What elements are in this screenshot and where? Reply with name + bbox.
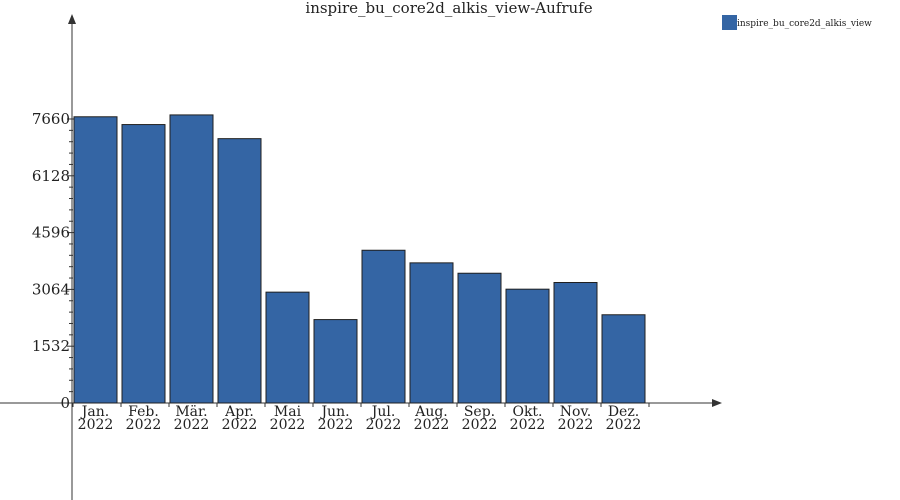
bar (361, 249, 406, 404)
x-tick-label-year: 2022 (606, 417, 642, 433)
chart-title: inspire_bu_core2d_alkis_view-Aufrufe (305, 0, 592, 17)
y-tick-label: 1532 (32, 337, 70, 355)
x-tick-label-year: 2022 (558, 417, 594, 433)
x-tick-label-month: Jul. (370, 404, 396, 420)
x-axis-arrow-icon (712, 399, 722, 407)
bar (313, 319, 358, 404)
bar (601, 314, 646, 404)
x-tick-label-year: 2022 (462, 417, 498, 433)
x-tick-label-month: Aug. (414, 404, 448, 420)
x-tick-label-year: 2022 (222, 417, 258, 433)
bar (73, 116, 118, 404)
x-tick-label-month: Apr. (224, 404, 254, 420)
bar (457, 272, 502, 404)
y-tick-label: 6128 (32, 167, 70, 185)
x-tick-label-year: 2022 (318, 417, 354, 433)
x-tick-label-month: Dez. (608, 404, 639, 420)
x-tick-label-year: 2022 (78, 417, 114, 433)
bar (265, 291, 310, 404)
y-axis-arrow-icon (68, 14, 76, 24)
x-tick-label-month: Jun. (319, 404, 349, 420)
legend-swatch (722, 15, 737, 30)
y-tick-label: 4596 (32, 224, 70, 242)
x-tick-label-month: Mai (274, 404, 302, 420)
x-tick-label-month: Mär. (175, 404, 207, 420)
x-tick-label-month: Jan. (80, 404, 109, 420)
bar (169, 114, 214, 404)
legend: inspire_bu_core2d_alkis_view (722, 15, 872, 30)
x-tick-label-month: Nov. (560, 404, 591, 420)
x-tick-label-year: 2022 (510, 417, 546, 433)
bars (73, 114, 646, 404)
y-tick-labels: 0 1532 3064 4596 6128 7660 (32, 110, 70, 412)
bar (553, 282, 598, 404)
x-tick-label-year: 2022 (126, 417, 162, 433)
x-tick-label-year: 2022 (174, 417, 210, 433)
x-tick-label-month: Sep. (464, 404, 495, 420)
y-tick-label: 3064 (32, 280, 70, 298)
x-tick-label-month: Okt. (512, 404, 542, 420)
bar (217, 138, 262, 404)
bar (121, 124, 166, 404)
x-tick-label-year: 2022 (366, 417, 402, 433)
y-tick-label: 7660 (32, 110, 70, 128)
x-tick-label-month: Feb. (128, 404, 159, 420)
x-tick-labels: Jan.2022Feb.2022Mär.2022Apr.2022Mai2022J… (78, 404, 642, 433)
x-tick-label-year: 2022 (414, 417, 450, 433)
y-tick-label: 0 (60, 394, 70, 412)
bar (505, 288, 550, 404)
legend-label: inspire_bu_core2d_alkis_view (737, 19, 872, 29)
bar (409, 262, 454, 404)
x-tick-label-year: 2022 (270, 417, 306, 433)
